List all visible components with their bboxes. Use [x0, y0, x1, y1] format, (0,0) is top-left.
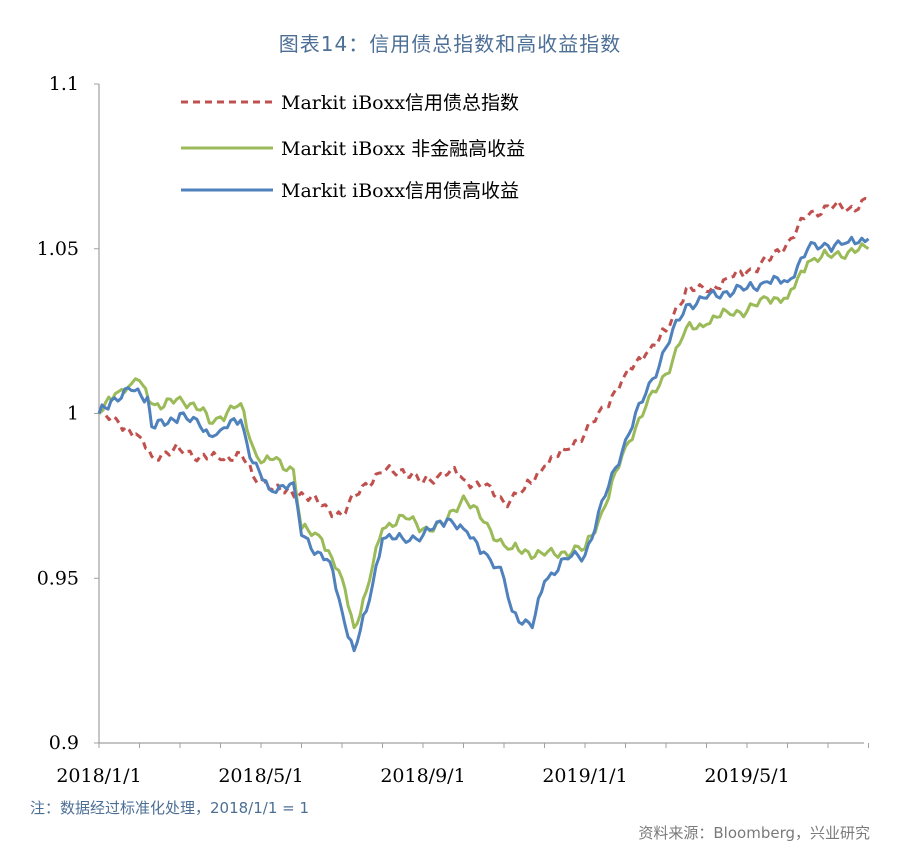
legend-label: Markit iBoxx 非金融高收益 [281, 138, 525, 160]
chart-legend: Markit iBoxx信用债总指数 Markit iBoxx 非金融高收益 Mar… [181, 92, 525, 202]
chart-title: 图表14：信用债总指数和高收益指数 [278, 32, 622, 56]
y-tick-label: 1.1 [49, 73, 79, 95]
series-line-credit-high-yield [97, 235, 870, 653]
y-tick-label: 1.05 [37, 238, 79, 260]
x-tick-label: 2018/1/1 [56, 765, 141, 787]
y-tick-label: 0.95 [37, 567, 79, 589]
x-tick-label: 2019/1/1 [542, 765, 627, 787]
x-tick-label: 2018/9/1 [380, 765, 465, 787]
chart-axes: 0.9 0.95 1 1.05 1.1 2018/1/1 2018/5/1 2018/9/1 2… [37, 73, 869, 787]
x-tick-label: 2019/5/1 [704, 765, 789, 787]
x-tick-label: 2018/5/1 [218, 765, 303, 787]
series-line-nonfin-high-yield [98, 242, 870, 630]
legend-label: Markit iBoxx信用债总指数 [281, 92, 519, 114]
footnote: 注：数据经过标准化处理，2018/1/1 = 1 [30, 799, 310, 817]
legend-label: Markit iBoxx信用债高收益 [281, 180, 519, 202]
y-tick-label: 1 [67, 403, 79, 425]
y-tick-label: 0.9 [49, 732, 79, 754]
series-line-total-index [97, 196, 869, 519]
chart-series [97, 196, 870, 653]
source-note: 资料来源：Bloomberg，兴业研究 [638, 824, 870, 842]
